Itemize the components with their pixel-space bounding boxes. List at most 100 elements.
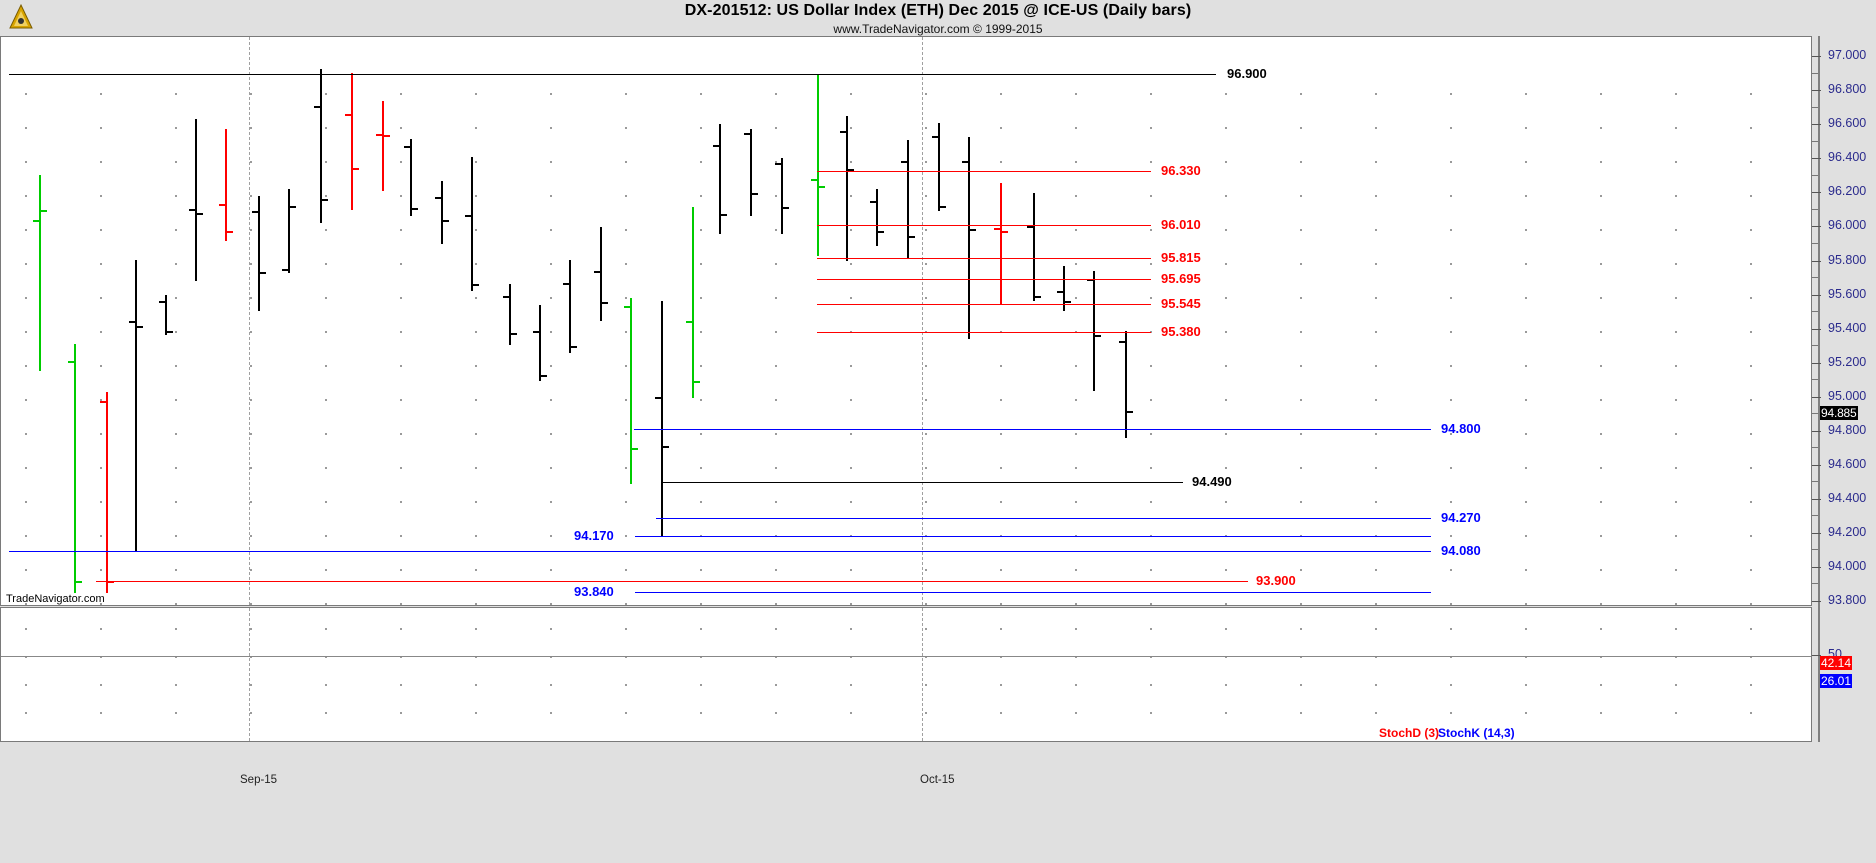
ohlc-bar — [1063, 266, 1065, 311]
ohlc-open-tick — [129, 321, 135, 323]
ohlc-close-tick — [541, 375, 547, 377]
ohlc-open-tick — [1119, 341, 1125, 343]
level-95380-line — [817, 332, 1151, 333]
axis-tick-label: 95.400 — [1828, 321, 1867, 335]
ohlc-bar — [1125, 331, 1127, 438]
ohlc-bar — [1000, 183, 1002, 304]
level-94170-line — [635, 536, 1431, 537]
ohlc-bar — [74, 344, 76, 593]
ohlc-open-tick — [503, 296, 509, 298]
page-title: DX-201512: US Dollar Index (ETH) Dec 201… — [684, 2, 1192, 19]
stochastic-curves — [1, 608, 1811, 741]
axis-minor-tick — [1812, 243, 1818, 244]
ohlc-bar — [938, 123, 940, 211]
ohlc-open-tick — [994, 228, 1000, 230]
axis-tick — [1812, 158, 1821, 159]
ohlc-close-tick — [940, 206, 946, 208]
level-96010-line — [817, 225, 1151, 226]
ohlc-close-tick — [752, 193, 758, 195]
price-chart-panel[interactable]: 96.900 96.330 96.010 95.815 95.695 95.545 95.3… — [0, 36, 1812, 606]
ohlc-open-tick — [404, 146, 410, 148]
ohlc-open-tick — [932, 136, 938, 138]
price-axis-spine — [1818, 36, 1820, 742]
axis-minor-tick — [1812, 413, 1818, 414]
level-95380-label: 95.380 — [1161, 324, 1201, 339]
stochastic-panel[interactable]: StochD (3) StochK (14,3) — [0, 607, 1812, 742]
axis-tick — [1812, 533, 1821, 534]
ohlc-bar — [382, 101, 384, 191]
level-95815-label: 95.815 — [1161, 250, 1201, 265]
axis-tick-label: 96.200 — [1828, 184, 1867, 198]
axis-tick-label: 96.600 — [1828, 116, 1867, 130]
ohlc-open-tick — [1027, 226, 1033, 228]
price-axis[interactable] — [1812, 36, 1876, 742]
ohlc-open-tick — [811, 179, 817, 181]
ohlc-bar — [39, 175, 41, 371]
axis-tick-label: 95.000 — [1828, 389, 1867, 403]
price-axis-footer — [1812, 742, 1876, 863]
axis-minor-tick — [1812, 379, 1818, 380]
axis-tick — [1812, 90, 1821, 91]
ohlc-bar — [471, 157, 473, 291]
level-93840-line — [635, 592, 1431, 593]
ohlc-close-tick — [783, 207, 789, 209]
ohlc-bar — [539, 305, 541, 381]
level-95815-line — [817, 258, 1151, 259]
ohlc-open-tick — [282, 269, 288, 271]
ohlc-bar — [195, 119, 197, 281]
ohlc-open-tick — [594, 271, 600, 273]
stoch-axis-tick — [1812, 655, 1821, 656]
ohlc-bar — [569, 260, 571, 353]
axis-minor-tick — [1812, 277, 1818, 278]
ohlc-close-tick — [384, 135, 390, 137]
ohlc-bar — [600, 227, 602, 321]
axis-tick — [1812, 261, 1821, 262]
ohlc-close-tick — [353, 168, 359, 170]
ohlc-bar — [1093, 271, 1095, 391]
title-bar: DX-201512: US Dollar Index (ETH) Dec 201… — [0, 0, 1876, 36]
level-94800-line — [634, 429, 1431, 430]
ohlc-close-tick — [694, 381, 700, 383]
axis-tick-label: 96.400 — [1828, 150, 1867, 164]
axis-tick — [1812, 567, 1821, 568]
level-96010-label: 96.010 — [1161, 217, 1201, 232]
axis-tick — [1812, 295, 1821, 296]
ohlc-open-tick — [100, 401, 106, 403]
axis-tick-label: 95.600 — [1828, 287, 1867, 301]
axis-minor-tick — [1812, 515, 1818, 516]
ohlc-bar — [781, 158, 783, 234]
ohlc-close-tick — [167, 331, 173, 333]
ohlc-close-tick — [322, 199, 328, 201]
axis-tick-label: 96.000 — [1828, 218, 1867, 232]
ohlc-open-tick — [962, 161, 968, 163]
axis-minor-tick — [1812, 209, 1818, 210]
ohlc-bar — [630, 298, 632, 484]
ohlc-close-tick — [473, 284, 479, 286]
ohlc-bar — [106, 392, 108, 593]
axis-tick-label: 93.800 — [1828, 593, 1867, 607]
ohlc-close-tick — [260, 272, 266, 274]
axis-minor-tick — [1812, 107, 1818, 108]
ohlc-bar — [410, 139, 412, 216]
ohlc-close-tick — [571, 346, 577, 348]
ohlc-close-tick — [848, 169, 854, 171]
ohlc-bar — [225, 129, 227, 241]
axis-tick — [1812, 56, 1821, 57]
axis-minor-tick — [1812, 549, 1818, 550]
ohlc-close-tick — [137, 326, 143, 328]
level-96330-line — [817, 171, 1151, 172]
ohlc-bar — [1033, 193, 1035, 301]
level-94270-label: 94.270 — [1441, 510, 1481, 525]
level-96900-label: 96.900 — [1227, 66, 1267, 81]
ohlc-open-tick — [219, 204, 225, 206]
ohlc-close-tick — [970, 229, 976, 231]
ohlc-bar — [165, 295, 167, 335]
ohlc-open-tick — [686, 321, 692, 323]
level-95545-line — [817, 304, 1151, 305]
level-94080-line — [9, 551, 1431, 552]
date-axis: Sep-15 Oct-15 — [0, 742, 1812, 863]
ohlc-bar — [351, 73, 353, 210]
date-label: Oct-15 — [920, 774, 955, 786]
level-94170-label: 94.170 — [574, 528, 614, 543]
ohlc-open-tick — [465, 215, 471, 217]
